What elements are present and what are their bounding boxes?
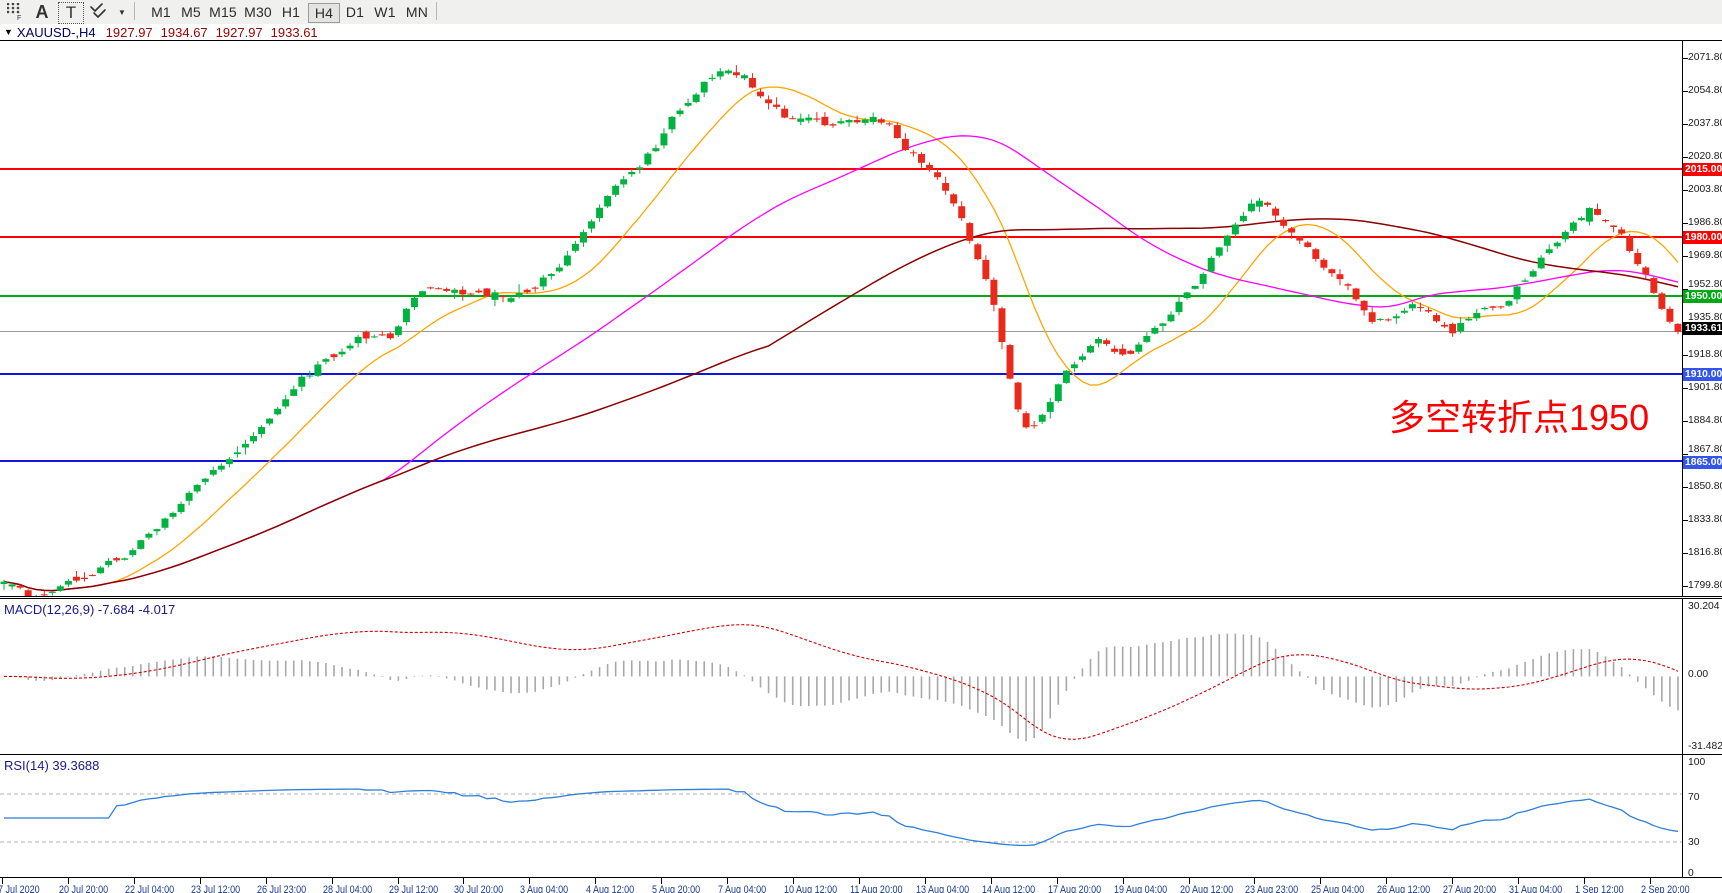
svg-text:F: F bbox=[17, 15, 21, 21]
